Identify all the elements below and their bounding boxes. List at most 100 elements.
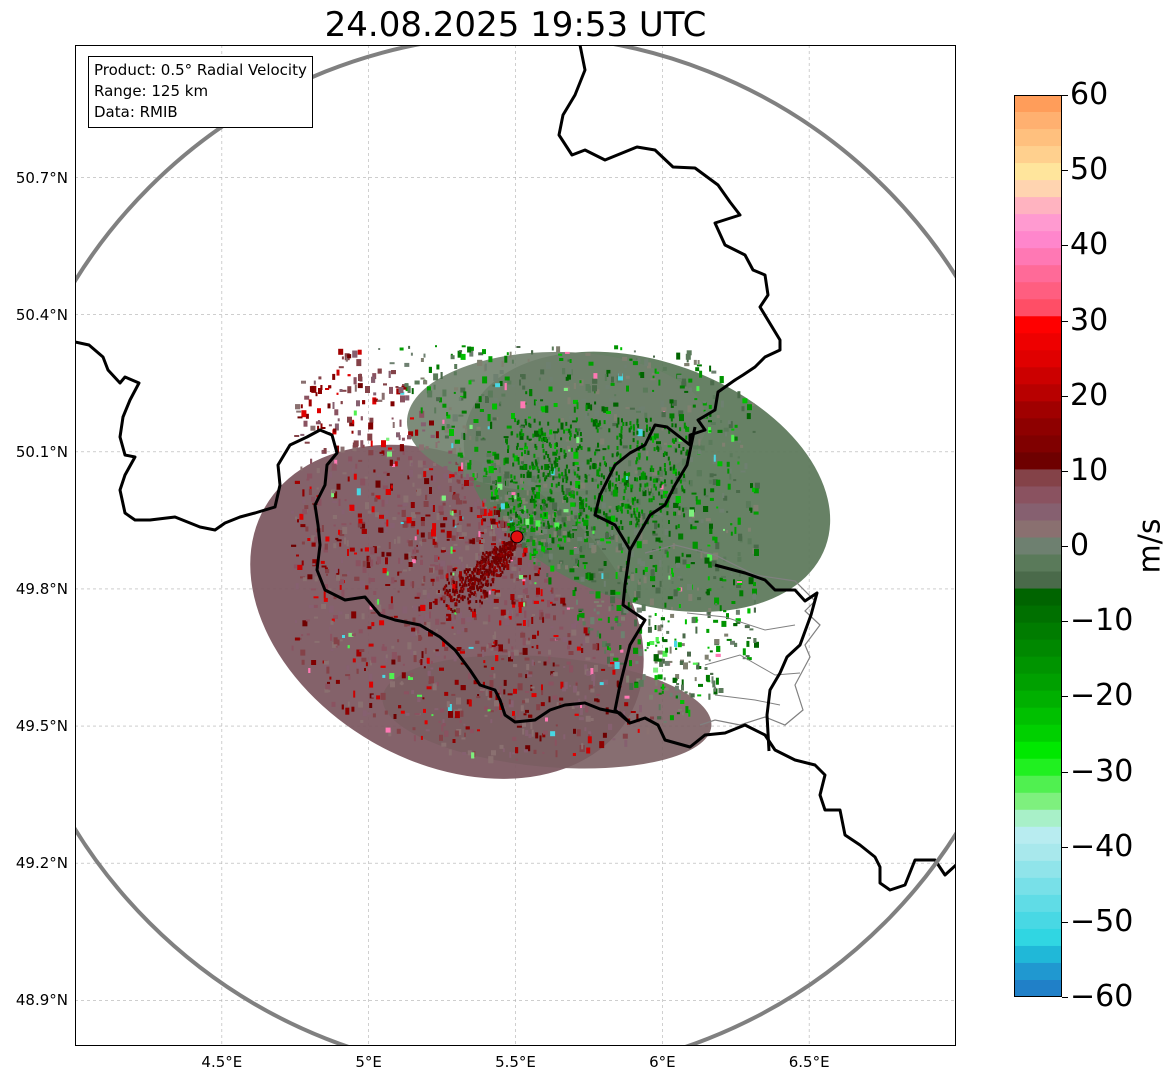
colorbar-segment: [1014, 792, 1062, 811]
echo-base-field: [250, 351, 831, 779]
colorbar-tick-mark: [1062, 320, 1068, 322]
colorbar-tick-label: −30: [1070, 753, 1134, 789]
colorbar-segment: [1014, 639, 1062, 658]
colorbar-tick-label: 40: [1070, 227, 1109, 263]
colorbar-border: [1014, 95, 1062, 997]
colorbar-tick-mark: [1062, 771, 1068, 773]
lat-tick-label: 48.9°N: [15, 991, 68, 1010]
map-title: 24.08.2025 19:53 UTC: [324, 5, 707, 45]
colorbar-segment: [1014, 384, 1062, 402]
colorbar-segment: [1014, 860, 1062, 879]
colorbar-tick-label: 50: [1070, 152, 1109, 188]
colorbar-tick-label: −10: [1070, 603, 1134, 639]
colorbar-tick-label: 20: [1070, 377, 1109, 413]
radar-map: [75, 45, 956, 1046]
belgium-germany-border: [557, 45, 956, 892]
colorbar-segment: [1014, 112, 1062, 130]
colorbar-tick-mark: [1062, 470, 1068, 472]
colorbar-segment: [1014, 894, 1062, 913]
luxembourg-canton-lines: [686, 612, 801, 706]
colorbar-segment: [1014, 503, 1062, 522]
colorbar-segment: [1014, 605, 1062, 624]
colorbar-segment: [1014, 435, 1062, 453]
colorbar-segment: [1014, 367, 1062, 385]
lat-tick-label: 49.8°N: [15, 579, 68, 598]
colorbar-segment: [1014, 588, 1062, 607]
colorbar-tick-mark: [1062, 95, 1068, 96]
lon-tick-label: 5.5°E: [495, 1053, 536, 1071]
colorbar-segment: [1014, 673, 1062, 692]
colorbar-tick-label: 30: [1070, 302, 1109, 338]
colorbar-segment: [1014, 724, 1062, 743]
colorbar-segment: [1014, 231, 1062, 249]
colorbar-segment: [1014, 962, 1062, 981]
colorbar-tick-mark: [1062, 621, 1068, 623]
colorbar-segment: [1014, 282, 1062, 300]
colorbar-tick-label: −50: [1070, 903, 1134, 939]
colorbar-tick-label: 10: [1070, 452, 1109, 488]
colorbar-segment: [1014, 248, 1062, 266]
lat-tick-label: 50.7°N: [15, 168, 68, 187]
luxembourg-admin-border: [644, 544, 821, 726]
lat-tick-label: 49.2°N: [15, 854, 68, 873]
colorbar-tick-label: −40: [1070, 828, 1134, 864]
colorbar-segment: [1014, 316, 1062, 334]
colorbar-segment: [1014, 486, 1062, 505]
colorbar-tick-mark: [1062, 395, 1068, 397]
colorbar-segment: [1014, 520, 1062, 539]
colorbar-segment: [1014, 214, 1062, 232]
colorbar-tick-label: −60: [1070, 979, 1134, 1014]
colorbar-tick-mark: [1062, 245, 1068, 247]
colorbar-tick-mark: [1062, 546, 1068, 547]
colorbar-segment: [1014, 333, 1062, 351]
colorbar-tick-label: 0: [1070, 528, 1090, 563]
colorbar-segment: [1014, 622, 1062, 641]
colorbar-tick-label: −20: [1070, 678, 1134, 714]
product-info-box: Product: 0.5° Radial Velocity Range: 125…: [88, 56, 313, 128]
colorbar-segment: [1014, 928, 1062, 947]
colorbar-unit-label: m/s: [1132, 518, 1168, 574]
colorbar-tick-mark: [1062, 997, 1068, 998]
colorbar-tick-mark: [1062, 696, 1068, 698]
colorbar-segment: [1014, 809, 1062, 828]
product-label: Product: 0.5° Radial Velocity: [94, 61, 307, 79]
colorbar-segment: [1014, 979, 1062, 997]
colorbar-tick-mark: [1062, 846, 1068, 848]
colorbar-segment: [1014, 197, 1062, 215]
colorbar-segment: [1014, 129, 1062, 147]
lat-tick-label: 50.4°N: [15, 305, 68, 324]
colorbar-segment: [1014, 265, 1062, 283]
range-label: Range: 125 km: [94, 82, 209, 100]
colorbar-segment: [1014, 418, 1062, 436]
lon-tick-label: 4.5°E: [201, 1053, 243, 1071]
radar-site-marker: [510, 530, 524, 544]
lon-tick-label: 5°E: [355, 1053, 382, 1071]
colorbar-segment: [1014, 452, 1062, 471]
data-source-label: Data: RMIB: [94, 103, 178, 121]
colorbar-segment: [1014, 945, 1062, 964]
echo-speckles: [291, 345, 760, 764]
colorbar-segment: [1014, 299, 1062, 317]
colorbar-segment: [1014, 163, 1062, 181]
colorbar-segment: [1014, 843, 1062, 862]
france-belgium-border: [75, 340, 632, 725]
colorbar-segment: [1014, 877, 1062, 896]
colorbar-segment: [1014, 469, 1062, 488]
colorbar-segment: [1014, 758, 1062, 777]
velocity-colorbar: [1014, 95, 1062, 997]
colorbar-segment: [1014, 350, 1062, 368]
colorbar-segment: [1014, 911, 1062, 930]
colorbar-tick-label: 60: [1070, 77, 1109, 112]
colorbar-segment: [1014, 707, 1062, 726]
boundaries: [75, 45, 956, 1046]
colorbar-segment: [1014, 180, 1062, 198]
velocity-echo-field: [250, 345, 831, 779]
colorbar-tick-mark: [1062, 170, 1068, 172]
colorbar-segment: [1014, 95, 1062, 113]
colorbar-segment: [1014, 554, 1062, 573]
colorbar-segment: [1014, 537, 1062, 556]
lat-tick-label: 49.5°N: [15, 717, 68, 736]
colorbar-segment: [1014, 741, 1062, 760]
luxembourg-border: [628, 426, 819, 752]
lon-tick-label: 6.5°E: [788, 1053, 830, 1071]
